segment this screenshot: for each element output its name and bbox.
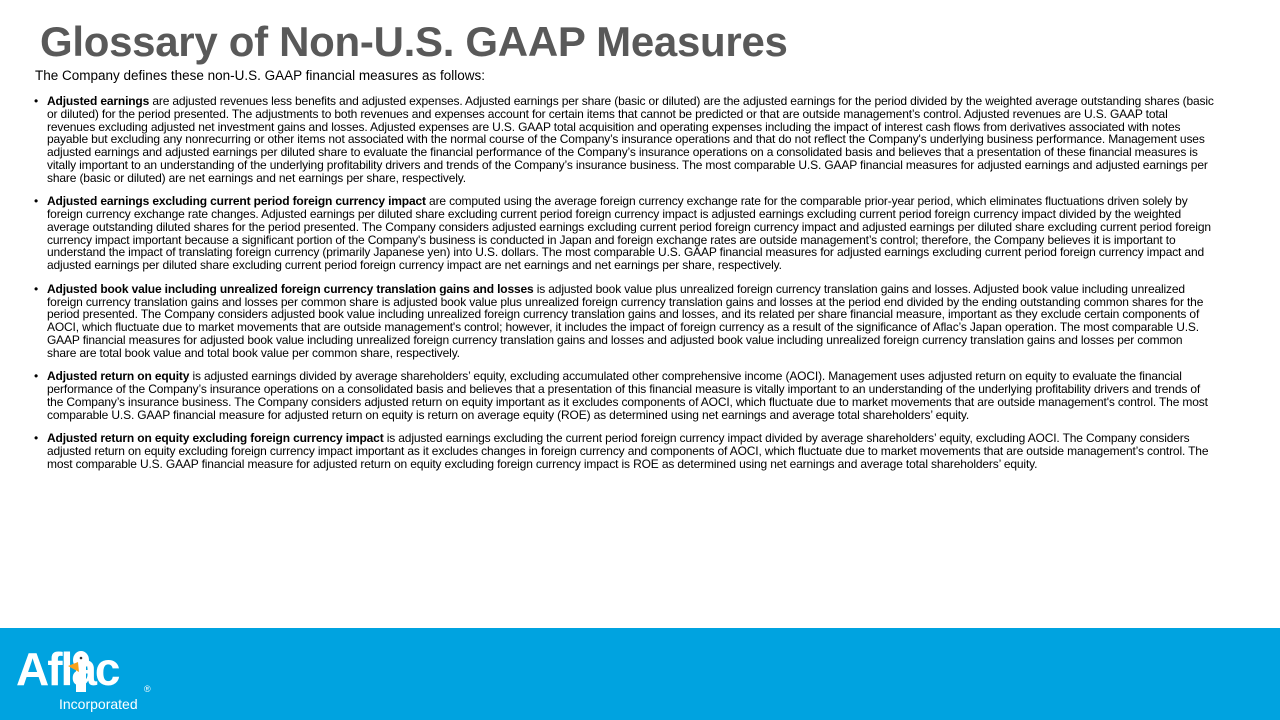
glossary-term: Adjusted earnings [47, 94, 150, 108]
bullet-icon: • [34, 369, 39, 384]
page-title: Glossary of Non-U.S. GAAP Measures [40, 18, 788, 65]
glossary-item: • Adjusted earnings excluding current per… [34, 195, 1214, 272]
bullet-icon: • [34, 281, 39, 296]
glossary-definition: are adjusted revenues less benefits and … [47, 94, 1214, 185]
glossary-definition: are computed using the average foreign c… [47, 194, 1211, 272]
glossary-item: • Adjusted return on equity excluding for… [34, 432, 1214, 470]
glossary-term: Adjusted book value including unrealized… [47, 281, 534, 296]
glossary-item: • Adjusted return on equity is adjusted e… [34, 370, 1214, 421]
intro-text: The Company defines these non-U.S. GAAP … [35, 68, 485, 83]
registered-mark: ® [144, 684, 151, 694]
glossary-definition: is adjusted earnings divided by average … [47, 369, 1208, 422]
aflac-logo: Aflac ® Incorporated [16, 646, 156, 716]
footer-bar: Aflac ® Incorporated [0, 628, 1280, 720]
bullet-icon: • [34, 431, 39, 446]
glossary-definition: is adjusted earnings excluding the curre… [47, 431, 1209, 471]
glossary-term: Adjusted earnings excluding current peri… [47, 194, 426, 209]
bullet-icon: • [34, 94, 39, 108]
glossary-list: • Adjusted earnings are adjusted revenues… [34, 95, 1214, 482]
logo-wordmark: Aflac [16, 643, 120, 695]
glossary-item: • Adjusted earnings are adjusted revenues… [34, 95, 1214, 184]
bullet-icon: • [34, 194, 39, 209]
logo-subtitle: Incorporated [59, 696, 138, 712]
glossary-term: Adjusted return on equity excluding fore… [47, 431, 384, 446]
glossary-term: Adjusted return on equity [47, 369, 190, 384]
glossary-definition: is adjusted book value plus unrealized f… [47, 281, 1204, 360]
glossary-item: • Adjusted book value including unrealize… [34, 281, 1214, 360]
duck-icon [68, 651, 89, 692]
